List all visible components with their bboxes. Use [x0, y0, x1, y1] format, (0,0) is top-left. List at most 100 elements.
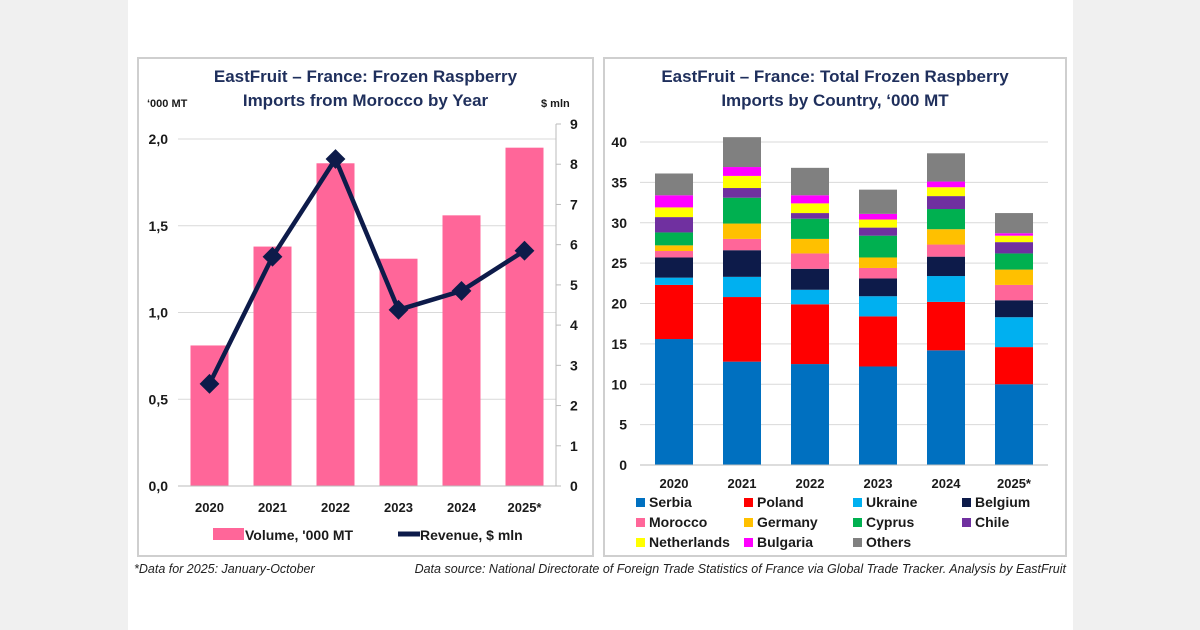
stacked-segment-others: [723, 137, 761, 168]
stacked-segment-bulgaria: [655, 195, 693, 208]
stacked-segment-others: [859, 189, 897, 214]
legend-swatch: [636, 538, 645, 547]
stacked-segment-ukraine: [655, 277, 693, 285]
stacked-segment-netherlands: [655, 207, 693, 218]
x-tick-label: 2020: [660, 476, 689, 491]
legend-label-volume: Volume, '000 MT: [245, 527, 354, 543]
legend-swatch: [853, 498, 862, 507]
stacked-segment-bulgaria: [723, 167, 761, 176]
stacked-segment-bulgaria: [859, 213, 897, 220]
y-tick: 40: [611, 134, 627, 150]
stacked-segment-cyprus: [927, 209, 965, 230]
stacked-segment-serbia: [723, 361, 761, 465]
stacked-segment-belgium: [791, 268, 829, 290]
x-tick-label: 2025*: [997, 476, 1032, 491]
stacked-segment-poland: [723, 297, 761, 362]
stacked-segment-netherlands: [995, 235, 1033, 243]
stacked-segment-belgium: [995, 300, 1033, 318]
volume-bar: [316, 163, 355, 487]
volume-bar: [442, 215, 481, 486]
stacked-segment-morocco: [723, 238, 761, 251]
revenue-marker: [451, 281, 472, 301]
y-tick-right: 6: [570, 237, 578, 253]
x-tick-label: 2025*: [508, 500, 543, 515]
y-tick-right: 3: [570, 357, 578, 373]
stacked-segment-morocco: [995, 284, 1033, 301]
legend-swatch: [636, 518, 645, 527]
stacked-segment-netherlands: [859, 219, 897, 228]
left-title-line1: EastFruit – France: Frozen Raspberry: [213, 67, 518, 86]
stacked-segment-serbia: [995, 384, 1033, 465]
y-tick-right: 4: [570, 317, 578, 333]
stacked-segment-cyprus: [791, 218, 829, 239]
y-tick: 35: [611, 174, 627, 190]
volume-bar: [505, 147, 544, 487]
legend-label-revenue: Revenue, $ mln: [420, 527, 523, 543]
stacked-segment-poland: [859, 316, 897, 367]
legend-swatch: [744, 498, 753, 507]
y-tick-right: 2: [570, 398, 578, 414]
y-tick-right: 9: [570, 116, 578, 132]
stacked-segment-bulgaria: [995, 233, 1033, 236]
y-axis-label-left: ‘000 MT: [147, 98, 188, 110]
stacked-segment-ukraine: [995, 317, 1033, 348]
stacked-segment-germany: [655, 245, 693, 252]
stacked-segment-serbia: [655, 339, 693, 465]
legend-swatch-volume: [213, 528, 244, 540]
stacked-segment-others: [791, 167, 829, 196]
stacked-segment-belgium: [927, 256, 965, 277]
y-tick-right: 1: [570, 438, 578, 454]
stacked-segment-morocco: [859, 267, 897, 279]
y-axis-label-right: $ mln: [541, 98, 570, 110]
y-tick: 30: [611, 215, 627, 231]
y-tick: 25: [611, 255, 627, 271]
stacked-segment-netherlands: [927, 187, 965, 197]
legend-swatch: [636, 498, 645, 507]
x-tick-label: 2021: [258, 500, 287, 515]
stacked-segment-ukraine: [859, 296, 897, 317]
revenue-marker: [199, 373, 220, 394]
stacked-segment-morocco: [791, 253, 829, 269]
stacked-segment-germany: [995, 269, 1033, 285]
y-tick-right: 8: [570, 156, 578, 172]
stacked-segment-chile: [995, 242, 1033, 254]
stacked-segment-chile: [723, 188, 761, 198]
y-tick-right: 7: [570, 196, 578, 212]
right-chart-title: EastFruit – France: Total Frozen Raspber…: [605, 65, 1065, 113]
x-tick-label: 2020: [195, 500, 224, 515]
legend-label: Morocco: [649, 514, 707, 530]
stacked-segment-germany: [791, 238, 829, 254]
stacked-segment-others: [655, 173, 693, 196]
stacked-segment-bulgaria: [927, 181, 965, 188]
x-tick-label: 2022: [796, 476, 825, 491]
y-tick: 15: [611, 336, 627, 352]
legend-label: Ukraine: [866, 494, 918, 510]
revenue-marker: [262, 246, 283, 267]
x-tick-label: 2022: [321, 500, 350, 515]
legend-label: Cyprus: [866, 514, 914, 530]
legend-swatch: [744, 538, 753, 547]
right-title-line1: EastFruit – France: Total Frozen Raspber…: [661, 67, 1009, 86]
y-tick-left: 1,5: [149, 218, 169, 234]
x-tick-label: 2023: [864, 476, 893, 491]
stacked-segment-chile: [927, 196, 965, 210]
legend-swatch: [853, 518, 862, 527]
left-title-line2: Imports from Morocco by Year: [242, 91, 489, 110]
legend-label: Serbia: [649, 494, 692, 510]
stacked-segment-germany: [723, 223, 761, 239]
legend-swatch: [744, 518, 753, 527]
volume-bar: [190, 345, 229, 486]
stacked-segment-chile: [655, 217, 693, 233]
stacked-segment-morocco: [927, 244, 965, 257]
revenue-marker: [388, 299, 409, 320]
y-tick-left: 1,0: [149, 305, 169, 321]
x-tick-label: 2024: [447, 500, 477, 515]
y-tick-left: 2,0: [149, 131, 169, 147]
stacked-segment-cyprus: [655, 232, 693, 246]
left-chart-title: EastFruit – France: Frozen Raspberry Imp…: [139, 65, 592, 113]
y-tick-right: 0: [570, 478, 578, 494]
stacked-segment-poland: [791, 304, 829, 365]
y-tick: 20: [611, 296, 627, 312]
stacked-segment-morocco: [655, 251, 693, 258]
